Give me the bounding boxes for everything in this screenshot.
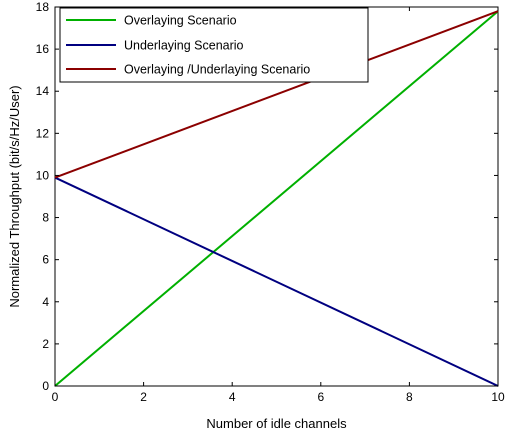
legend-label-overlaying: Overlaying Scenario [124,14,237,28]
x-axis-label: Number of idle channels [206,416,347,431]
y-tick-label: 4 [42,295,49,309]
x-tick-label: 4 [229,390,236,404]
legend-entry-overlaying-underlaying: Overlaying /Underlaying Scenario [66,63,310,77]
y-tick-label: 8 [42,211,49,225]
y-tick-label: 0 [42,379,49,393]
legend-label-overlaying-underlaying: Overlaying /Underlaying Scenario [124,63,310,77]
x-tick-label: 6 [317,390,324,404]
y-ticks: 0 2 4 6 8 10 12 14 16 18 [36,0,498,393]
series-line-underlaying [54,176,499,387]
legend: Overlaying Scenario Underlaying Scenario… [59,7,369,83]
y-tick-label: 18 [36,0,50,14]
y-axis-label: Normalized Throughput (bit/s/Hz/User) [7,85,22,307]
y-tick-label: 16 [36,42,50,56]
legend-entry-underlaying: Underlaying Scenario [66,39,244,53]
y-tick-label: 2 [42,337,49,351]
legend-label-underlaying: Underlaying Scenario [124,39,244,53]
x-tick-label: 8 [406,390,413,404]
legend-entry-overlaying: Overlaying Scenario [66,14,237,28]
x-tick-label: 0 [52,390,59,404]
series-line-overlaying [54,10,499,387]
y-tick-label: 12 [36,126,50,140]
y-tick-label: 14 [36,84,50,98]
series-layer [54,10,499,387]
x-tick-label: 2 [140,390,147,404]
series-line-overlaying-underlaying [54,10,499,179]
x-tick-label: 10 [491,390,505,404]
y-tick-label: 10 [36,168,50,182]
y-tick-label: 6 [42,253,49,267]
